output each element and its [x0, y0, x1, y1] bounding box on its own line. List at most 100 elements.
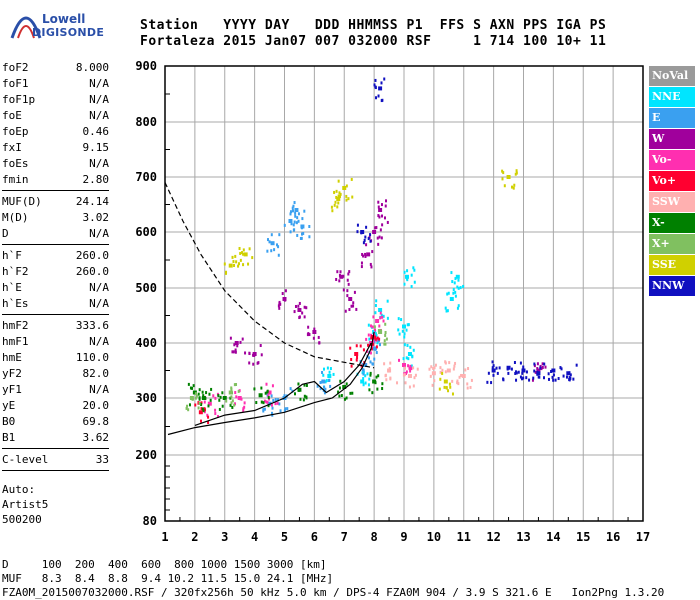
echo-point-vo- [203, 410, 206, 414]
echo-point-x+ [230, 395, 233, 399]
echo-point-e [293, 220, 296, 224]
y-tick-label: 300 [135, 391, 157, 405]
echo-point-e [290, 222, 293, 226]
legend-item: SSE [649, 255, 695, 275]
echo-point-w [313, 330, 316, 334]
echo-point-nnw [551, 375, 554, 379]
echo-point-vo- [370, 324, 373, 328]
echo-point-nnw [538, 375, 541, 379]
echo-point-nne [449, 297, 454, 301]
echo-point-e [321, 370, 324, 374]
echo-point-vo+ [372, 342, 375, 346]
echo-point-nnw [369, 239, 372, 243]
echo-point-nnw [539, 366, 542, 370]
echo-point-nnw [569, 373, 572, 377]
echo-point-w [346, 294, 349, 298]
echo-point-w [377, 205, 380, 209]
echo-point-ssw [387, 369, 390, 373]
echo-point-w [374, 226, 377, 230]
x-tick-label: 10 [427, 530, 441, 544]
echo-point-x- [342, 385, 347, 389]
echo-point-x- [343, 397, 346, 401]
echo-point-w [348, 270, 351, 274]
echo-point-sse [345, 194, 348, 198]
echo-point-x- [369, 373, 372, 377]
echo-point-nnw [552, 378, 555, 382]
echo-point-x- [231, 405, 234, 409]
echo-point-vo- [372, 339, 375, 343]
echo-point-vo+ [370, 334, 373, 338]
echo-point-x+ [194, 396, 197, 400]
echo-point-nnw [373, 83, 376, 87]
echo-point-nne [402, 357, 405, 361]
echo-point-e [270, 394, 273, 398]
echo-point-nne [327, 374, 332, 378]
param-row: hmF2 333.6 [2, 318, 109, 334]
echo-point-x- [266, 390, 269, 394]
echo-point-w [379, 228, 382, 232]
echo-point-x- [258, 393, 263, 398]
echo-point-vo- [369, 341, 374, 345]
echo-point-ssw [452, 367, 455, 371]
echo-point-x+ [231, 399, 234, 403]
echo-point-x+ [191, 397, 194, 401]
echo-point-nnw [536, 370, 539, 374]
echo-point-x- [218, 407, 221, 411]
echo-point-w [248, 351, 251, 355]
echo-point-e [292, 204, 295, 208]
param-row: B1 3.62 [2, 430, 109, 446]
echo-point-nne [452, 291, 455, 295]
echo-point-vo- [207, 401, 212, 406]
echo-point-nnw [554, 378, 557, 382]
echo-point-nnw [495, 366, 498, 370]
echo-point-sse [502, 171, 505, 175]
echo-point-w [365, 243, 368, 247]
footer-file-info: FZA0M_2015007032000.RSF / 320fx256h 50 k… [2, 586, 665, 599]
echo-point-nne [397, 328, 400, 332]
y-tick-label: 900 [135, 59, 157, 73]
param-name: h`Es [2, 297, 29, 310]
echo-point-nnw [374, 78, 377, 82]
echo-point-e [283, 223, 286, 227]
echo-point-ssw [451, 379, 454, 383]
y-tick-label: 400 [135, 336, 157, 350]
echo-point-sse [438, 387, 441, 391]
echo-point-w [348, 308, 351, 312]
echo-point-nnw [381, 98, 384, 102]
echo-point-x+ [198, 401, 201, 405]
echo-point-nne [386, 299, 389, 303]
echo-point-nne [360, 379, 365, 384]
echo-point-x- [208, 392, 211, 396]
param-name: foEp [2, 125, 29, 138]
echo-point-x- [219, 395, 222, 399]
echo-point-x- [221, 391, 224, 395]
echo-point-w [338, 273, 341, 277]
echo-point-sse [515, 169, 518, 173]
echo-point-ssw [464, 368, 467, 372]
echo-point-nnw [525, 376, 528, 380]
echo-point-nne [403, 332, 406, 336]
param-value: 3.62 [82, 431, 110, 444]
echo-point-vo- [239, 397, 242, 401]
echo-point-nnw [369, 233, 372, 237]
param-name: foE [2, 109, 22, 122]
echo-point-vo- [266, 400, 269, 404]
echo-point-w [346, 278, 349, 282]
echo-point-w [234, 350, 237, 354]
echo-point-nne [407, 352, 412, 356]
echo-point-nne [456, 285, 459, 289]
param-name: yF1 [2, 383, 22, 396]
echo-point-sse [501, 177, 504, 181]
echo-point-x- [340, 394, 343, 398]
echo-point-w [318, 341, 321, 345]
echo-point-vo+ [370, 347, 373, 351]
echo-point-ssw [412, 384, 415, 388]
echo-point-e [297, 212, 300, 216]
echo-point-x+ [385, 337, 388, 341]
echo-point-e [372, 362, 375, 366]
echo-point-x+ [373, 325, 376, 329]
echo-point-w [233, 343, 236, 347]
echo-point-x- [188, 403, 191, 407]
echo-point-ssw [439, 366, 442, 370]
echo-point-w [342, 288, 345, 292]
